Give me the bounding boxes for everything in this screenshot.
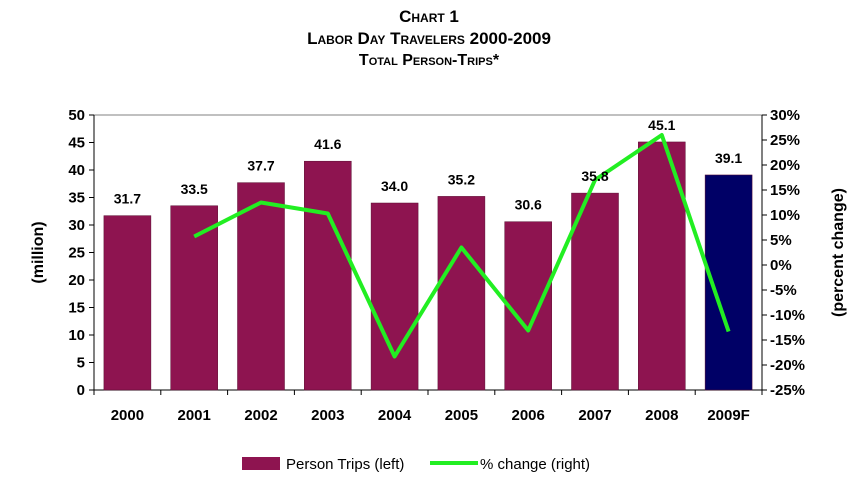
- bar-data-label: 35.2: [448, 171, 475, 187]
- y2-axis-tick-label: -5%: [770, 282, 797, 299]
- chart-subtitle-1: Labor Day Travelers 2000-2009: [307, 29, 551, 48]
- y2-axis-tick-label: -25%: [770, 382, 805, 399]
- y2-axis-tick-label: 25%: [770, 132, 800, 149]
- y-axis-tick-label: 25: [68, 245, 85, 262]
- chart-title: Chart 1: [399, 7, 459, 26]
- x-axis-tick-label: 2009F: [707, 407, 750, 424]
- bar-data-label: 41.6: [314, 136, 341, 152]
- y-axis-tick-label: 50: [68, 107, 85, 124]
- legend-label-line: % change (right): [480, 456, 590, 473]
- x-axis-tick-label: 2000: [111, 407, 144, 424]
- y-axis-tick-label: 0: [77, 382, 85, 399]
- x-axis-tick-label: 2007: [578, 407, 611, 424]
- x-axis-tick-label: 2005: [445, 407, 478, 424]
- bar-data-label: 31.7: [114, 191, 141, 207]
- y2-axis-tick-label: -20%: [770, 357, 805, 374]
- x-axis-tick-label: 2002: [244, 407, 277, 424]
- bar: [237, 182, 285, 391]
- chart-title-block: Chart 1 Labor Day Travelers 2000-2009 To…: [0, 6, 858, 72]
- bar-data-label: 45.1: [648, 117, 675, 133]
- bar: [504, 221, 552, 391]
- y-axis-tick-label: 40: [68, 162, 85, 179]
- y2-axis-tick-label: -10%: [770, 307, 805, 324]
- bar-data-label: 39.1: [715, 150, 742, 166]
- y2-axis-tick-label: 30%: [770, 107, 800, 124]
- y-axis-tick-label: 10: [68, 327, 85, 344]
- x-axis-tick-label: 2004: [378, 407, 412, 424]
- x-axis-tick-label: 2006: [512, 407, 545, 424]
- y2-axis-tick-label: -15%: [770, 332, 805, 349]
- legend-swatch-bars: [242, 457, 280, 470]
- y-axis-tick-label: 35: [68, 190, 85, 207]
- bar: [370, 202, 419, 391]
- y-axis-tick-label: 45: [68, 135, 85, 152]
- chart-subtitle-2: Total Person-Trips*: [358, 52, 500, 69]
- y-axis-tick-label: 30: [68, 217, 85, 234]
- legend-label-bars: Person Trips (left): [286, 456, 404, 473]
- y2-axis-title: (percent change): [830, 188, 847, 317]
- x-axis-tick-label: 2003: [311, 407, 344, 424]
- y2-axis-tick-label: 0%: [770, 257, 792, 274]
- bar: [304, 160, 352, 391]
- bar-data-label: 33.5: [181, 181, 208, 197]
- x-axis-tick-label: 2001: [178, 407, 211, 424]
- y2-axis-tick-label: 20%: [770, 157, 800, 174]
- bar: [571, 192, 619, 391]
- bar: [437, 196, 486, 391]
- y-axis-title: (million): [30, 221, 47, 283]
- y-axis-tick-label: 20: [68, 272, 85, 289]
- y-axis-tick-label: 5: [77, 355, 85, 372]
- bar: [103, 215, 152, 391]
- bar: [170, 205, 218, 391]
- y2-axis-tick-label: 5%: [770, 232, 792, 249]
- y2-axis-tick-label: 10%: [770, 207, 800, 224]
- x-axis-tick-label: 2008: [645, 407, 678, 424]
- bar-data-label: 30.6: [515, 197, 542, 213]
- y-axis-tick-label: 15: [68, 300, 85, 317]
- bar-data-label: 35.8: [581, 168, 608, 184]
- percent-change-line: [193, 133, 731, 359]
- y2-axis-tick-label: 15%: [770, 182, 800, 199]
- bar-data-label: 34.0: [381, 178, 408, 194]
- bar-data-label: 37.7: [247, 158, 274, 174]
